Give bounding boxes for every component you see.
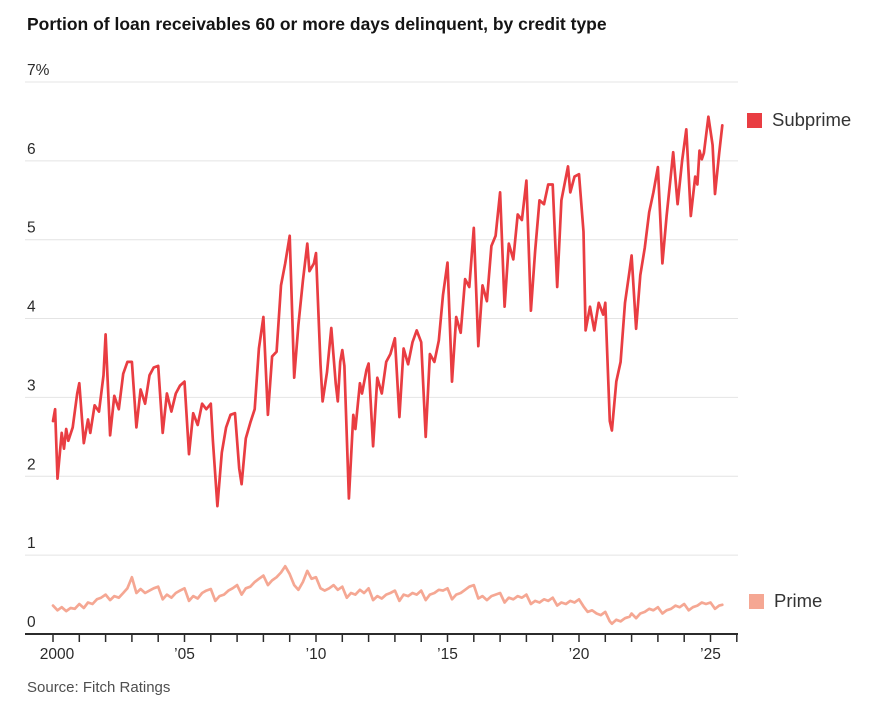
prime-legend-swatch: [749, 593, 764, 609]
y-tick-label-3: 3: [27, 377, 36, 394]
y-tick-label-6: 6: [27, 141, 36, 158]
subprime-legend-label: Subprime: [772, 109, 852, 130]
y-tick-label-2: 2: [27, 456, 36, 473]
y-tick-label-0: 0: [27, 614, 36, 631]
legend-item-prime: Prime: [749, 590, 822, 612]
legend-item-subprime: Subprime: [747, 109, 851, 131]
x-tick-label-2015: ’15: [437, 646, 458, 663]
y-tick-label-4: 4: [27, 299, 36, 316]
x-tick-label-2005: ’05: [174, 646, 195, 663]
subprime-line: [51, 115, 724, 508]
x-tick-label-2010: ’10: [306, 646, 327, 663]
prime-legend-label: Prime: [774, 590, 823, 611]
x-tick-label-2000: 2000: [40, 646, 75, 663]
x-tick-label-2020: ’20: [569, 646, 590, 663]
prime-line: [51, 564, 724, 626]
y-tick-label-5: 5: [27, 220, 36, 237]
chart-title: Portion of loan receivables 60 or more d…: [27, 14, 607, 34]
y-tick-label-1: 1: [27, 535, 36, 552]
y-tick-label-7: 7%: [27, 62, 50, 79]
x-tick-label-2025: ’25: [700, 646, 721, 663]
source-note: Source: Fitch Ratings: [27, 679, 171, 696]
subprime-legend-swatch: [747, 112, 762, 128]
